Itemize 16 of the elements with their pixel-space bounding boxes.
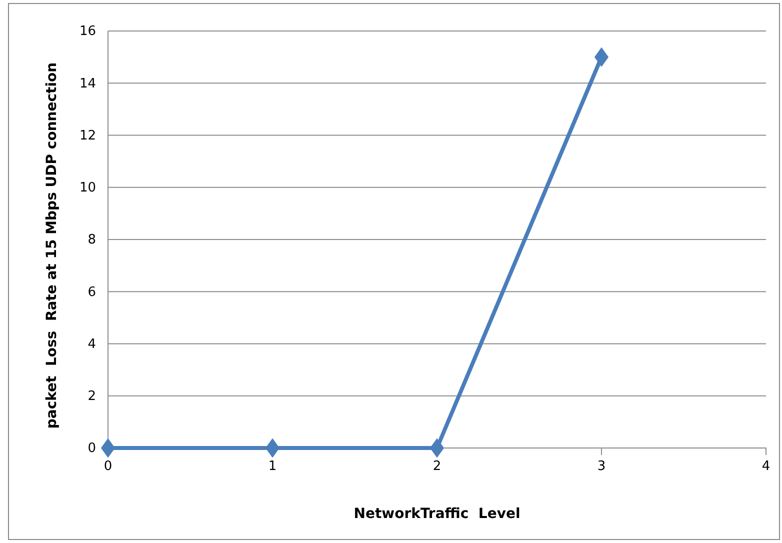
y-tick-label: 6	[88, 284, 96, 300]
x-tick-label: 0	[104, 459, 112, 474]
y-tick-label: 14	[79, 76, 96, 92]
y-axis-title: packet Loss Rate at 15 Mbps UDP connection	[44, 62, 60, 429]
x-tick-label: 3	[597, 459, 606, 474]
y-tick-label: 10	[79, 180, 96, 196]
x-tick-label: 1	[268, 459, 277, 474]
y-tick-label: 4	[88, 336, 96, 352]
x-tick-label: 2	[432, 459, 442, 474]
y-tick-label: 8	[88, 232, 96, 248]
y-tick-label: 2	[88, 389, 96, 404]
y-tick-label: 0	[88, 441, 96, 456]
y-tick-label: 12	[79, 128, 96, 144]
x-tick-label: 4	[762, 459, 770, 474]
y-tick-label: 16	[79, 24, 96, 40]
x-axis-title: NetworkTraffic Level	[354, 506, 520, 522]
